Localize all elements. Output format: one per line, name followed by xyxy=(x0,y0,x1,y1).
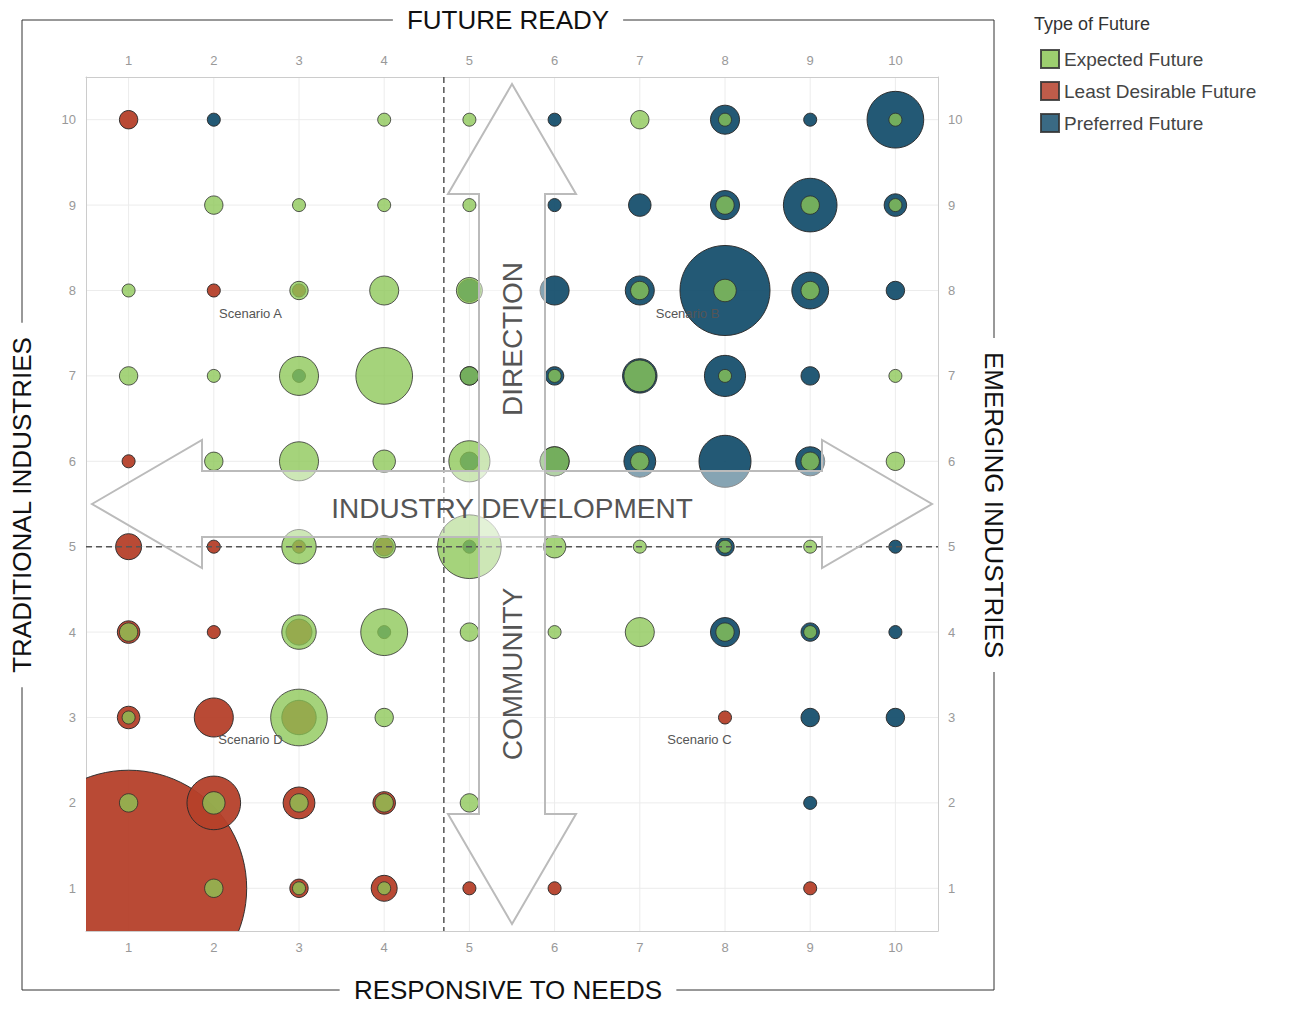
svg-text:2: 2 xyxy=(210,940,217,955)
svg-text:COMMUNITY: COMMUNITY xyxy=(497,587,528,760)
svg-text:6: 6 xyxy=(551,53,558,68)
svg-text:3: 3 xyxy=(295,940,302,955)
svg-text:DIRECTION: DIRECTION xyxy=(497,262,528,416)
svg-text:5: 5 xyxy=(466,53,473,68)
svg-text:4: 4 xyxy=(69,625,76,640)
svg-text:10: 10 xyxy=(948,112,962,127)
svg-text:Scenario C: Scenario C xyxy=(667,732,731,747)
svg-text:10: 10 xyxy=(888,53,902,68)
svg-text:Scenario A: Scenario A xyxy=(219,306,282,321)
svg-text:9: 9 xyxy=(807,940,814,955)
svg-text:Expected Future: Expected Future xyxy=(1064,49,1203,70)
svg-text:INDUSTRY DEVELOPMENT: INDUSTRY DEVELOPMENT xyxy=(331,493,692,524)
svg-text:Scenario B: Scenario B xyxy=(656,306,720,321)
svg-text:2: 2 xyxy=(69,795,76,810)
svg-text:Preferred Future: Preferred Future xyxy=(1064,113,1203,134)
svg-text:4: 4 xyxy=(381,940,388,955)
svg-text:2: 2 xyxy=(948,795,955,810)
svg-text:10: 10 xyxy=(62,112,76,127)
svg-text:TRADITIONAL INDUSTRIES: TRADITIONAL INDUSTRIES xyxy=(7,337,37,673)
svg-text:7: 7 xyxy=(69,368,76,383)
svg-text:Type of Future: Type of Future xyxy=(1034,14,1150,34)
svg-text:5: 5 xyxy=(69,539,76,554)
svg-text:3: 3 xyxy=(69,710,76,725)
svg-text:9: 9 xyxy=(807,53,814,68)
svg-text:8: 8 xyxy=(69,283,76,298)
svg-text:Scenario D: Scenario D xyxy=(218,732,282,747)
svg-text:3: 3 xyxy=(295,53,302,68)
svg-text:5: 5 xyxy=(466,940,473,955)
svg-text:1: 1 xyxy=(125,940,132,955)
svg-text:9: 9 xyxy=(948,198,955,213)
svg-text:6: 6 xyxy=(551,940,558,955)
svg-text:1: 1 xyxy=(948,881,955,896)
svg-text:1: 1 xyxy=(69,881,76,896)
svg-text:1: 1 xyxy=(125,53,132,68)
svg-text:7: 7 xyxy=(948,368,955,383)
svg-text:4: 4 xyxy=(381,53,388,68)
svg-text:4: 4 xyxy=(948,625,955,640)
svg-text:9: 9 xyxy=(69,198,76,213)
svg-text:3: 3 xyxy=(948,710,955,725)
svg-text:5: 5 xyxy=(948,539,955,554)
svg-text:6: 6 xyxy=(948,454,955,469)
svg-text:8: 8 xyxy=(721,940,728,955)
svg-text:FUTURE READY: FUTURE READY xyxy=(407,5,609,35)
svg-text:7: 7 xyxy=(636,940,643,955)
svg-text:6: 6 xyxy=(69,454,76,469)
svg-text:8: 8 xyxy=(721,53,728,68)
svg-text:10: 10 xyxy=(888,940,902,955)
svg-text:8: 8 xyxy=(948,283,955,298)
svg-text:2: 2 xyxy=(210,53,217,68)
svg-text:Least Desirable Future: Least Desirable Future xyxy=(1064,81,1256,102)
svg-text:RESPONSIVE TO NEEDS: RESPONSIVE TO NEEDS xyxy=(354,975,662,1005)
svg-text:EMERGING INDUSTRIES: EMERGING INDUSTRIES xyxy=(979,352,1009,658)
svg-text:7: 7 xyxy=(636,53,643,68)
